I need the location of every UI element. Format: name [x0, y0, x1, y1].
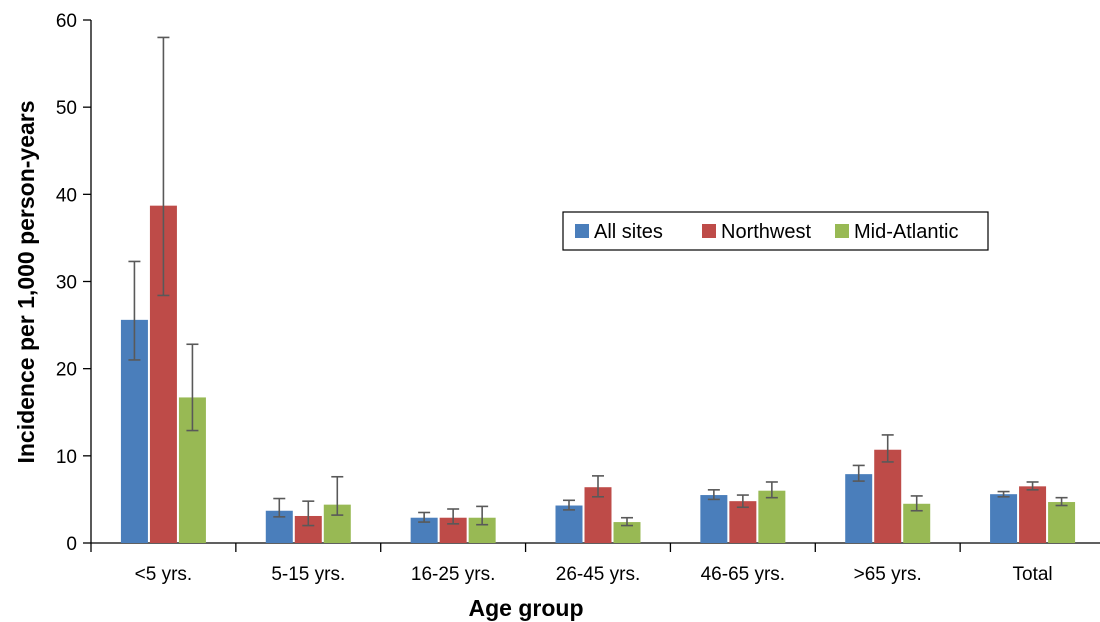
legend: All sites Northwest Mid-Atlantic	[562, 211, 989, 251]
legend-swatch-northwest	[702, 224, 716, 238]
y-tick-label: 0	[66, 534, 77, 555]
bar-northwest	[729, 501, 757, 543]
bar-all-sites	[845, 474, 873, 543]
y-tick-label: 10	[56, 447, 77, 468]
bar-all-sites	[555, 505, 583, 543]
bars	[120, 205, 1076, 544]
bar-all-sites	[700, 495, 728, 543]
y-tick-label: 30	[56, 273, 77, 294]
x-tick-label: <5 yrs.	[135, 564, 193, 585]
bar-all-sites	[990, 494, 1018, 543]
bar-mid-atlantic	[758, 490, 786, 543]
legend-label-all-sites: All sites	[594, 221, 663, 243]
legend-label-mid-atlantic: Mid-Atlantic	[854, 221, 958, 243]
bar-mid-atlantic	[1048, 502, 1076, 543]
y-tick-label: 20	[56, 360, 77, 381]
x-tick-label: 26-45 yrs.	[556, 564, 640, 585]
x-tick-label: >65 yrs.	[854, 564, 922, 585]
bar-northwest	[1019, 486, 1047, 543]
y-axis: 0 10 20 30 40 50 60	[56, 11, 92, 555]
bar-mid-atlantic	[613, 522, 641, 543]
x-tick-label: 46-65 yrs.	[701, 564, 785, 585]
y-tick-label: 40	[56, 185, 77, 206]
legend-frame	[562, 211, 989, 251]
x-tick-label: Total	[1013, 564, 1053, 585]
y-axis-title: Incidence per 1,000 person-years	[13, 100, 39, 463]
legend-swatch-all-sites	[575, 224, 589, 238]
legend-label-northwest: Northwest	[721, 221, 811, 243]
y-tick-label: 50	[56, 98, 77, 119]
error-bars	[128, 36, 1068, 527]
bar-northwest	[874, 449, 902, 543]
x-tick-label: 5-15 yrs.	[271, 564, 345, 585]
y-tick-label: 60	[56, 11, 77, 32]
legend-swatch-mid-atlantic	[835, 224, 849, 238]
x-tick-label: 16-25 yrs.	[411, 564, 495, 585]
x-axis-title: Age group	[469, 595, 584, 621]
x-axis: <5 yrs. 5-15 yrs. 16-25 yrs. 26-45 yrs. 46-6…	[90, 542, 1100, 585]
